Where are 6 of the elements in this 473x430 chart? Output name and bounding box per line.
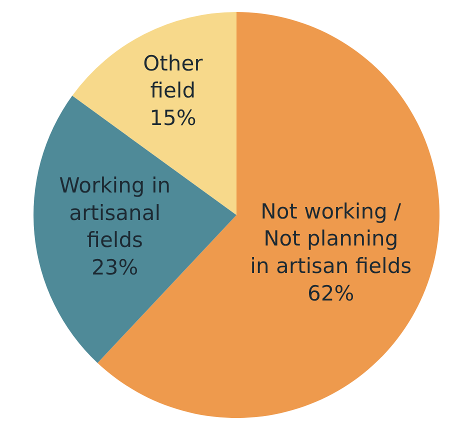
slice-label: Other field bbox=[143, 51, 204, 103]
data-label: 62% bbox=[308, 281, 354, 306]
slice-label: Working in artisanal fields bbox=[59, 174, 171, 252]
slice-label: Not working / Not planning in artisan fields bbox=[250, 199, 412, 278]
data-label: 23% bbox=[92, 255, 138, 280]
data-label: 15% bbox=[150, 106, 196, 130]
